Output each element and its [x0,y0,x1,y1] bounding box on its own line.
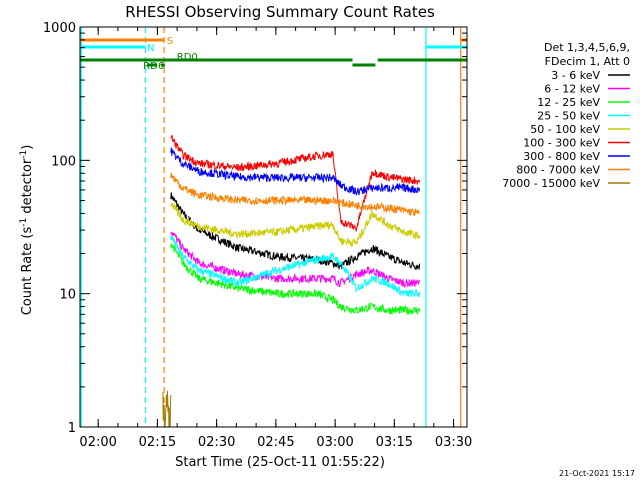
series-line-300-800-kev [170,147,421,196]
series-line-6-12-kev [170,231,421,289]
legend-label: 300 - 800 keV [523,150,600,163]
plot-frame [79,26,468,428]
series-line-12-25-kev [170,243,421,316]
x-tick-label: 03:15 [376,435,413,450]
y-tick-label: 1 [68,421,76,436]
plot-area: S N RD0 RD6 [80,27,467,428]
x-tick-label: 02:15 [139,435,176,450]
series-line-25-50-kev [170,235,421,298]
legend-label: 50 - 100 keV [530,123,600,136]
legend-label: 6 - 12 keV [544,83,600,96]
legend-label: 25 - 50 keV [537,110,600,123]
series-line-50-100-kev [170,202,421,248]
series-line-100-300-kev [170,134,421,232]
flag-label-rd6: RD6 [143,61,164,72]
legend-label: 800 - 7000 keV [516,164,600,177]
y-tick-label: 10 [59,288,76,303]
series-line-800-7000-kev [170,172,420,217]
legend-label: 3 - 6 keV [551,69,600,82]
legend: Det 1,3,4,5,6,9, FDecim 1, Att 0 3 - 6 k… [502,41,630,190]
legend-label: 100 - 300 keV [523,137,600,150]
x-tick-label: 02:00 [79,435,116,450]
axes: 1 10 100 1000 02:00 02:15 02:30 02:45 03:00 03:15… [43,21,472,450]
y-axis-label: Count Rate (s-1 detector-1) [19,145,35,316]
legend-label: 12 - 25 keV [537,96,600,109]
x-tick-label: 03:30 [435,435,472,450]
legend-header-line1: Det 1,3,4,5,6,9, [544,41,630,54]
flag-label-s: S [167,36,173,47]
legend-header-line2: FDecim 1, Att 0 [545,55,630,68]
x-tick-label: 02:45 [257,435,294,450]
series-line-7000-15000-kev [162,390,172,428]
series-line-3-6-kev [170,192,421,271]
x-axis-label: Start Time (25-Oct-11 01:55:22) [175,455,385,470]
flag-label-n: N [147,43,154,54]
y-tick-label: 1000 [43,21,76,36]
y-tick-label: 100 [51,154,76,169]
flag-label-rd0: RD0 [177,52,198,63]
chart-title: RHESSI Observing Summary Count Rates [125,3,435,21]
legend-label: 7000 - 15000 keV [502,177,600,190]
render-timestamp: 21-Oct-2021 15:17 [559,469,635,478]
x-tick-label: 03:00 [316,435,353,450]
x-tick-label: 02:30 [198,435,235,450]
